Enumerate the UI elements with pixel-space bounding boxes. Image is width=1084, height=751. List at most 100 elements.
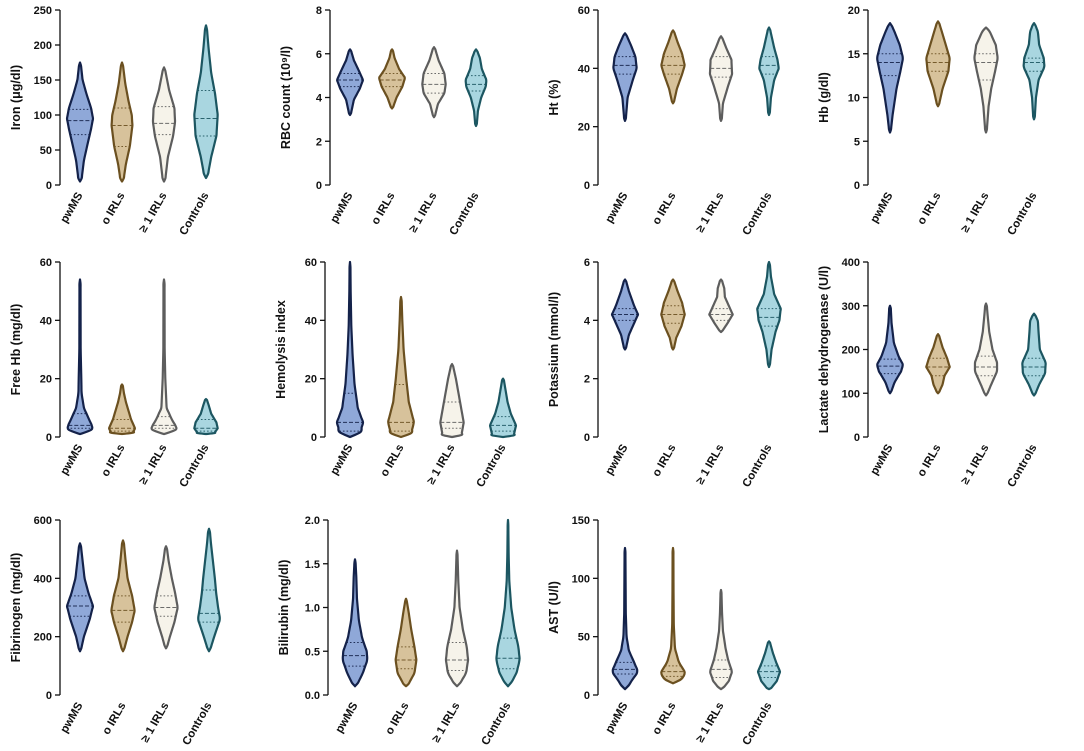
y-tick-label: 20 <box>848 5 860 17</box>
violin-0irls <box>378 48 406 110</box>
y-tick-label: 2 <box>316 136 322 148</box>
violin-1irls <box>708 35 734 122</box>
y-tick-label: 4 <box>584 315 591 327</box>
y-tick-label: 0 <box>584 180 590 192</box>
y-tick-label: 0 <box>46 432 52 444</box>
category-label: pwMS <box>329 190 356 225</box>
category-label: pwMS <box>604 190 631 225</box>
violin-1irls <box>709 588 733 691</box>
y-tick-label: 100 <box>572 573 590 585</box>
y-tick-label: 20 <box>40 374 52 386</box>
y-tick-label: 40 <box>40 315 52 327</box>
y-axis-label: Potassium (mmol/l) <box>547 292 561 407</box>
y-tick-label: 150 <box>572 515 590 527</box>
y-axis-label: Iron (μg/dl) <box>9 65 23 130</box>
violin-1irls <box>708 278 734 334</box>
category-label: pwMS <box>334 700 361 735</box>
y-tick-label: 6 <box>584 257 590 269</box>
y-tick-label: 8 <box>316 5 322 17</box>
y-tick-label: 600 <box>34 515 52 527</box>
category-label: Controls <box>475 443 509 490</box>
y-tick-label: 50 <box>578 632 590 644</box>
violin-1irls <box>151 66 177 183</box>
violin-controls <box>758 26 780 117</box>
category-label: o IRLs <box>651 701 679 737</box>
y-tick-label: 10 <box>848 93 860 105</box>
y-tick-label: 2 <box>584 374 590 386</box>
chart-panel-6: 0 20 40 60 Hemolysis index pwMS o IRLs ≥ 1 IRLs… <box>274 257 518 490</box>
violin-0irls <box>387 295 415 439</box>
y-axis-label: Hemolysis index <box>274 300 288 399</box>
violin-1irls <box>973 302 999 397</box>
category-label: o IRLs <box>651 191 679 227</box>
y-tick-label: 40 <box>305 315 317 327</box>
category-label: pwMS <box>59 442 86 477</box>
y-tick-label: 0 <box>46 180 52 192</box>
y-tick-label: 0 <box>316 180 322 192</box>
violin-controls <box>464 48 488 128</box>
violin-0irls <box>110 61 134 183</box>
y-tick-label: 40 <box>578 63 590 75</box>
y-axis-label: Hb (g/dl) <box>817 72 831 123</box>
y-tick-label: 60 <box>578 5 590 17</box>
violin-pwms <box>65 542 95 653</box>
y-tick-label: 0 <box>854 432 860 444</box>
violin-pwms <box>336 48 364 117</box>
chart-panel-3: 0 20 40 60 Ht (%) pwMS o IRLs ≥ 1 IRLs Controls <box>547 5 780 237</box>
category-label: ≥ 1 IRLs <box>407 191 439 235</box>
y-tick-label: 1.0 <box>305 603 320 615</box>
violin-0irls <box>394 597 418 688</box>
y-tick-label: 150 <box>34 75 52 87</box>
category-label: ≥ 1 IRLs <box>959 191 991 235</box>
y-tick-label: 0 <box>584 690 590 702</box>
category-label: ≥ 1 IRLs <box>139 701 171 745</box>
y-tick-label: 0 <box>311 432 317 444</box>
category-label: ≥ 1 IRLs <box>430 701 462 745</box>
category-label: Controls <box>741 443 775 490</box>
category-label: ≥ 1 IRLs <box>694 701 726 745</box>
category-label: o IRLs <box>379 443 407 479</box>
y-tick-label: 250 <box>34 5 52 17</box>
y-tick-label: 0 <box>584 432 590 444</box>
chart-panel-11: 0 50 100 150 AST (U/l) pwMS o IRLs ≥ 1 IRLs Cont… <box>547 515 782 748</box>
violin-controls <box>193 24 219 180</box>
category-label: pwMS <box>604 442 631 477</box>
y-tick-label: 0.5 <box>305 646 320 658</box>
violin-0irls <box>108 383 136 436</box>
y-tick-label: 15 <box>848 49 860 61</box>
violin-1irls <box>444 549 470 688</box>
category-label: Controls <box>181 701 215 748</box>
violin-controls <box>197 527 221 653</box>
y-tick-label: 60 <box>40 257 52 269</box>
y-tick-label: 60 <box>305 257 317 269</box>
violin-0irls <box>660 546 686 685</box>
y-tick-label: 0.0 <box>305 690 320 702</box>
y-tick-label: 2.0 <box>305 515 320 527</box>
violin-pwms <box>876 22 904 134</box>
violin-pwms <box>611 546 639 691</box>
violin-1irls <box>421 46 447 119</box>
category-label: o IRLs <box>384 701 412 737</box>
category-label: Controls <box>448 191 482 238</box>
violin-0irls <box>925 333 951 395</box>
category-label: Controls <box>741 701 775 748</box>
category-label: ≥ 1 IRLs <box>137 443 169 487</box>
y-tick-label: 50 <box>40 145 52 157</box>
y-axis-label: Fibrinogen (mg/dl) <box>9 553 23 663</box>
chart-panel-2: 0 2 4 6 8 RBC count (10⁹/l) pwMS o IRLs ≥ 1 IRLs… <box>279 5 488 238</box>
category-label: Controls <box>480 701 514 748</box>
category-label: pwMS <box>869 190 896 225</box>
chart-panel-9: 0 200 400 600 Fibrinogen (mg/dl) pwMS o IRLs ≥ … <box>9 515 221 748</box>
violin-0irls <box>110 539 136 653</box>
category-label: o IRLs <box>916 191 944 227</box>
chart-panel-4: 0 5 10 15 20 Hb (g/dl) pwMS o IRLs ≥ 1 IRLs Contr… <box>817 5 1046 237</box>
y-tick-label: 20 <box>578 122 590 134</box>
category-label: ≥ 1 IRLs <box>137 191 169 235</box>
category-label: ≥ 1 IRLs <box>425 443 457 487</box>
category-label: pwMS <box>329 442 356 477</box>
category-label: o IRLs <box>100 443 128 479</box>
y-tick-label: 100 <box>34 110 52 122</box>
violin-pwms <box>341 558 369 688</box>
category-label: ≥ 1 IRLs <box>959 443 991 487</box>
violin-0irls <box>660 29 686 105</box>
